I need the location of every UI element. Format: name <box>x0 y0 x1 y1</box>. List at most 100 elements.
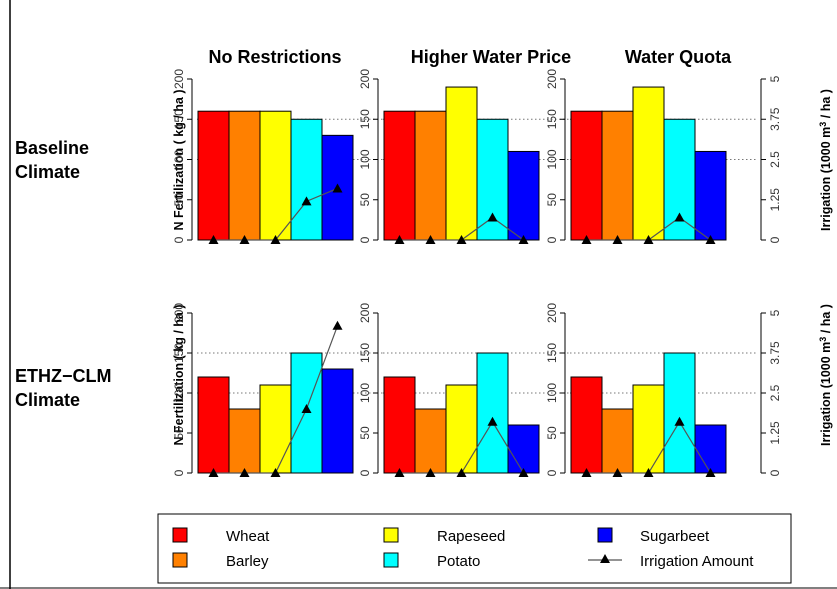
legend-marker-irrigation <box>600 554 610 563</box>
left-tick-label: 100 <box>172 149 186 169</box>
irrigation-point-rapeseed <box>270 468 281 477</box>
legend-label-rapeseed: Rapeseed <box>437 528 505 545</box>
bar-rapeseed <box>445 384 478 474</box>
irrigation-point-wheat <box>394 235 405 244</box>
legend-swatch-barley <box>172 552 188 568</box>
bar-wheat <box>197 376 230 474</box>
panel-ethz-clm-climate-water-quota: 0 50 100 150 200 0 1.25 2.5 3.75 5 <box>545 303 782 477</box>
legend-box <box>157 513 792 584</box>
left-tick-label: 200 <box>358 303 372 323</box>
left-tick-label: 200 <box>545 69 559 89</box>
y-right-label-sup: 3 <box>818 122 828 127</box>
irrigation-point-sugarbeet <box>518 235 529 244</box>
bar-barley <box>414 408 447 474</box>
bar-rapeseed <box>259 110 292 241</box>
irrigation-point-barley <box>612 468 623 477</box>
left-tick-label: 150 <box>545 343 559 363</box>
irrigation-point-wheat <box>208 235 219 244</box>
bar-potato <box>290 118 323 241</box>
right-tick-label: 5 <box>768 309 782 316</box>
left-tick-label: 100 <box>172 383 186 403</box>
left-tick-label: 0 <box>172 469 186 476</box>
bar-wheat <box>383 376 416 474</box>
left-tick-label: 50 <box>172 426 186 440</box>
y-right-label-pre: Irrigation (1000 m <box>819 342 833 446</box>
irrigation-point-sugarbeet <box>705 468 716 477</box>
left-tick-label: 150 <box>172 109 186 129</box>
irrigation-point-potato <box>674 416 685 426</box>
row-label-1-line2: Climate <box>15 162 80 182</box>
y-right-label-pre: Irrigation (1000 m <box>819 127 833 231</box>
bar-potato <box>663 118 696 241</box>
right-tick-label: 2.5 <box>768 151 782 168</box>
legend-label-potato: Potato <box>437 553 480 570</box>
bar-sugarbeet <box>694 424 727 474</box>
left-tick-label: 0 <box>358 469 372 476</box>
legend-label-barley: Barley <box>226 553 269 570</box>
right-tick-label: 5 <box>768 75 782 82</box>
irrigation-point-wheat <box>581 468 592 477</box>
left-tick-label: 0 <box>545 236 559 243</box>
left-tick-label: 200 <box>358 69 372 89</box>
left-tick-label: 150 <box>358 109 372 129</box>
bar-barley <box>601 408 634 474</box>
irrigation-point-barley <box>239 235 250 244</box>
irrigation-point-potato <box>301 404 312 413</box>
legend-label-sugarbeet: Sugarbeet <box>640 528 710 545</box>
left-tick-label: 0 <box>358 236 372 243</box>
irrigation-point-sugarbeet <box>332 183 343 193</box>
bar-sugarbeet <box>321 368 354 474</box>
left-tick-label: 50 <box>545 193 559 207</box>
legend-swatch-rapeseed <box>383 527 399 543</box>
irrigation-point-rapeseed <box>643 235 654 244</box>
irrigation-point-barley <box>239 468 250 477</box>
right-tick-label: 1.25 <box>768 421 782 445</box>
panel-ethz-clm-climate-higher-water-price: 0 50 100 150 200 <box>358 303 569 477</box>
irrigation-point-potato <box>487 416 498 426</box>
left-tick-label: 100 <box>545 149 559 169</box>
irrigation-point-wheat <box>394 468 405 477</box>
y-axis-label-right-row1: Irrigation (1000 m3 / ha ) <box>818 89 833 231</box>
bar-barley <box>228 408 261 474</box>
y-axis-label-left-row1: N Fertilization ( kg / ha ) <box>172 90 186 231</box>
bar-potato <box>663 352 696 474</box>
column-title-2: Higher Water Price <box>411 47 571 67</box>
bar-potato <box>476 352 509 474</box>
row-label-2-line1: ETHZ−CLM <box>15 366 112 386</box>
left-tick-label: 50 <box>358 426 372 440</box>
left-tick-label: 100 <box>545 383 559 403</box>
left-tick-label: 150 <box>172 343 186 363</box>
panel-baseline-climate-higher-water-price: 0 50 100 150 200 <box>358 69 569 244</box>
bar-rapeseed <box>445 86 478 241</box>
bar-wheat <box>383 110 416 241</box>
bar-potato <box>476 118 509 241</box>
legend-label-wheat: Wheat <box>226 528 270 545</box>
bar-rapeseed <box>632 86 665 241</box>
panel-baseline-climate-no-restrictions: 0 50 100 150 200 <box>172 69 383 244</box>
bar-rapeseed <box>259 384 292 474</box>
right-tick-label: 3.75 <box>768 341 782 365</box>
left-tick-label: 200 <box>545 303 559 323</box>
bar-barley <box>414 110 447 241</box>
irrigation-point-potato <box>674 212 685 222</box>
right-tick-label: 0 <box>768 469 782 476</box>
left-tick-label: 150 <box>358 343 372 363</box>
left-tick-label: 50 <box>358 193 372 207</box>
irrigation-point-potato <box>487 212 498 222</box>
legend-label-irrigation: Irrigation Amount <box>640 553 754 570</box>
panel-baseline-climate-water-quota: 0 50 100 150 200 0 1.25 2.5 3.75 5 <box>545 69 782 244</box>
irrigation-point-rapeseed <box>270 235 281 244</box>
irrigation-point-barley <box>612 235 623 244</box>
bar-sugarbeet <box>507 150 540 241</box>
bar-rapeseed <box>632 384 665 474</box>
irrigation-point-barley <box>425 235 436 244</box>
column-title-1: No Restrictions <box>208 47 341 67</box>
bar-wheat <box>570 376 603 474</box>
left-tick-label: 100 <box>358 383 372 403</box>
legend-swatch-potato <box>383 552 399 568</box>
irrigation-point-wheat <box>208 468 219 477</box>
legend-swatch-sugarbeet <box>597 527 613 543</box>
irrigation-point-potato <box>301 196 312 206</box>
irrigation-point-wheat <box>581 235 592 244</box>
y-axis-label-left-row2: N Fertilization ( kg / ha ) <box>172 305 186 446</box>
